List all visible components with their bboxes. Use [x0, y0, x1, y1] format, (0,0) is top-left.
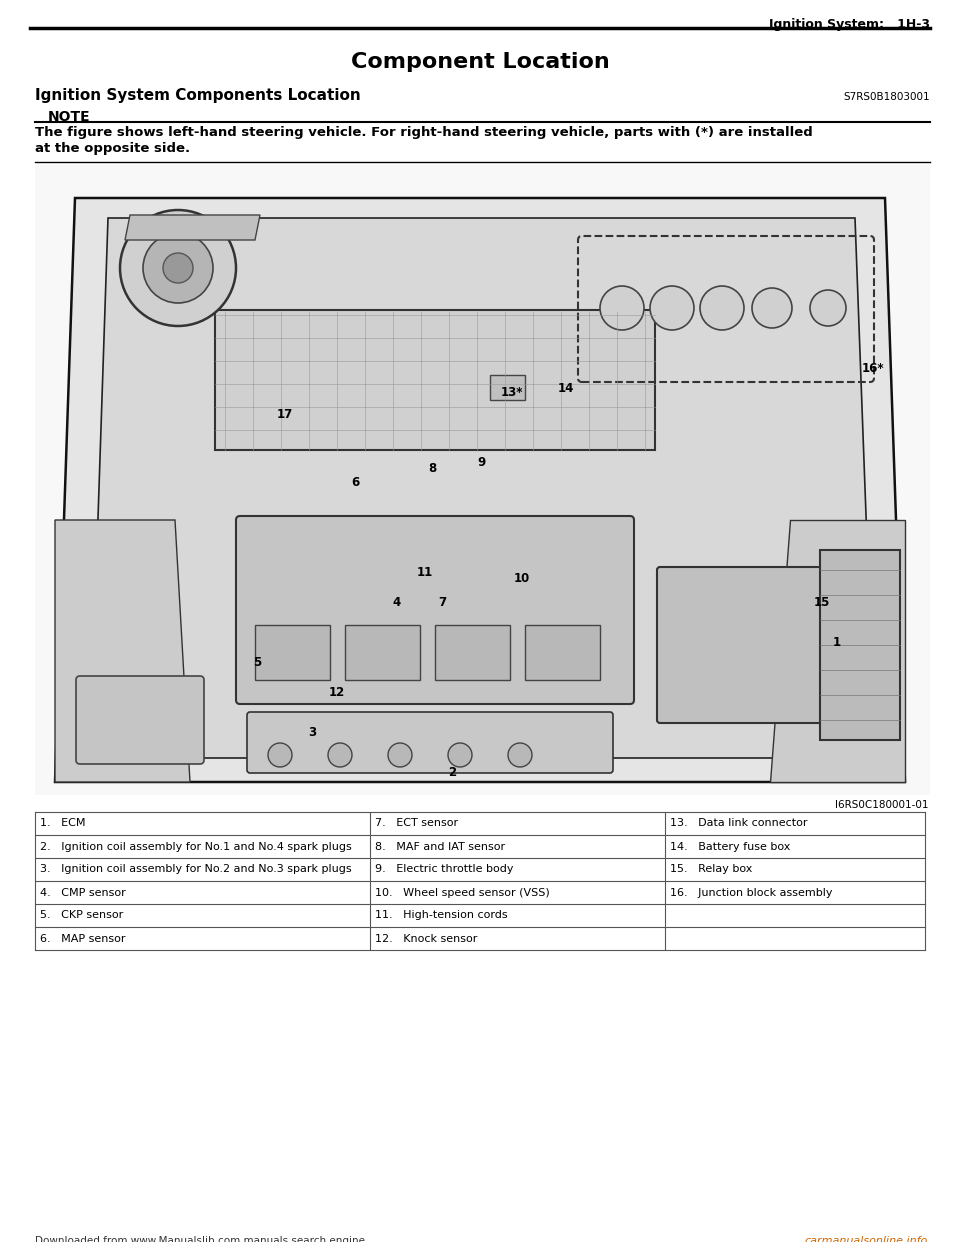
Text: 1.   ECM: 1. ECM: [40, 818, 85, 828]
FancyBboxPatch shape: [657, 568, 848, 723]
Circle shape: [600, 286, 644, 330]
Text: 3.   Ignition coil assembly for No.2 and No.3 spark plugs: 3. Ignition coil assembly for No.2 and N…: [40, 864, 351, 874]
Text: 8: 8: [428, 462, 436, 474]
Text: 2: 2: [448, 765, 456, 779]
Text: Ignition System Components Location: Ignition System Components Location: [35, 88, 361, 103]
Text: Component Location: Component Location: [350, 52, 610, 72]
Text: Ignition System:   1H-3: Ignition System: 1H-3: [769, 17, 930, 31]
Text: 6.   MAP sensor: 6. MAP sensor: [40, 934, 126, 944]
Text: S7RS0B1803001: S7RS0B1803001: [844, 92, 930, 102]
Bar: [525, 625, 600, 681]
Circle shape: [650, 286, 694, 330]
Text: 3: 3: [308, 725, 316, 739]
Text: 8.   MAF and IAT sensor: 8. MAF and IAT sensor: [375, 842, 505, 852]
Circle shape: [700, 286, 744, 330]
Polygon shape: [90, 219, 875, 758]
Polygon shape: [125, 215, 260, 240]
Circle shape: [388, 743, 412, 768]
Text: 11.   High-tension cords: 11. High-tension cords: [375, 910, 508, 920]
Polygon shape: [55, 197, 905, 782]
Circle shape: [328, 743, 352, 768]
Text: 10: 10: [514, 571, 530, 585]
Text: I6RS0C180001-01: I6RS0C180001-01: [834, 800, 928, 810]
FancyBboxPatch shape: [76, 676, 204, 764]
Bar: [435, 625, 510, 681]
Circle shape: [508, 743, 532, 768]
Text: 12: 12: [329, 686, 346, 698]
Text: 14: 14: [558, 381, 574, 395]
Polygon shape: [55, 520, 190, 782]
Text: 16.   Junction block assembly: 16. Junction block assembly: [670, 888, 832, 898]
Bar: [255, 625, 330, 681]
Text: 13*: 13*: [501, 385, 523, 399]
Text: 9.   Electric throttle body: 9. Electric throttle body: [375, 864, 514, 874]
Text: 2.   Ignition coil assembly for No.1 and No.4 spark plugs: 2. Ignition coil assembly for No.1 and N…: [40, 842, 351, 852]
Text: The figure shows left-hand steering vehicle. For right-hand steering vehicle, pa: The figure shows left-hand steering vehi…: [35, 125, 813, 139]
Text: 4.   CMP sensor: 4. CMP sensor: [40, 888, 126, 898]
Text: 4: 4: [393, 595, 401, 609]
Text: 7.   ECT sensor: 7. ECT sensor: [375, 818, 458, 828]
Text: 13.   Data link connector: 13. Data link connector: [670, 818, 807, 828]
Circle shape: [268, 743, 292, 768]
Text: 11: 11: [417, 565, 433, 579]
Text: 15: 15: [814, 595, 830, 609]
Text: 14.   Battery fuse box: 14. Battery fuse box: [670, 842, 790, 852]
Circle shape: [163, 253, 193, 283]
FancyBboxPatch shape: [236, 515, 634, 704]
Text: 9: 9: [478, 456, 486, 468]
FancyBboxPatch shape: [247, 712, 613, 773]
Bar: [820, 550, 900, 740]
Circle shape: [752, 288, 792, 328]
Circle shape: [120, 210, 236, 325]
Bar: [35, 165, 930, 795]
Text: 16*: 16*: [862, 361, 884, 375]
Text: 5: 5: [252, 656, 261, 668]
Text: 17: 17: [276, 409, 293, 421]
Polygon shape: [770, 520, 905, 782]
Text: 6: 6: [350, 476, 359, 488]
Bar: [490, 375, 525, 400]
Bar: [215, 310, 655, 450]
Text: carmanualsonline.info: carmanualsonline.info: [804, 1236, 928, 1242]
Text: 5.   CKP sensor: 5. CKP sensor: [40, 910, 123, 920]
Text: at the opposite side.: at the opposite side.: [35, 142, 190, 155]
Text: Downloaded from www.Manualslib.com manuals search engine: Downloaded from www.Manualslib.com manua…: [35, 1236, 365, 1242]
Circle shape: [143, 233, 213, 303]
Text: 15.   Relay box: 15. Relay box: [670, 864, 753, 874]
Text: 7: 7: [438, 595, 446, 609]
Text: 1: 1: [833, 636, 841, 648]
Text: 12.   Knock sensor: 12. Knock sensor: [375, 934, 477, 944]
Circle shape: [448, 743, 472, 768]
Circle shape: [810, 289, 846, 325]
Bar: [345, 625, 420, 681]
Text: 10.   Wheel speed sensor (VSS): 10. Wheel speed sensor (VSS): [375, 888, 550, 898]
Text: NOTE: NOTE: [48, 111, 90, 124]
